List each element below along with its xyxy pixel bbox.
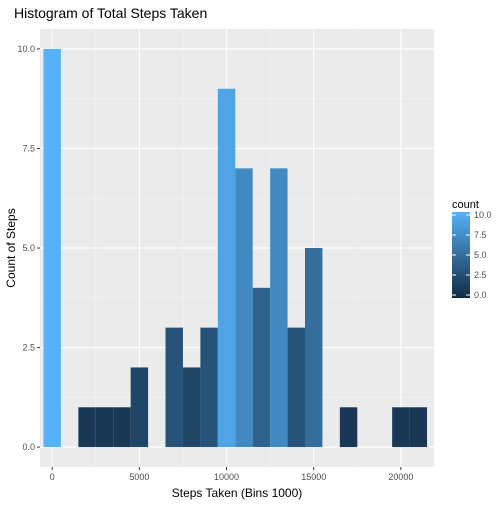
y-axis-label: Count of Steps: [4, 208, 18, 287]
y-tick-label: 5.0: [22, 243, 35, 253]
histogram-bar: [183, 367, 200, 447]
histogram-bar: [253, 288, 270, 447]
legend-tick-label: 0.0: [474, 290, 487, 300]
legend-tick-label: 10.0: [474, 210, 492, 220]
histogram-bar: [270, 168, 287, 447]
histogram-bar: [131, 367, 148, 447]
x-tick-label: 10000: [214, 472, 239, 482]
x-tick-label: 15000: [301, 472, 326, 482]
y-tick-label: 7.5: [22, 143, 35, 153]
histogram-bar: [200, 328, 217, 447]
histogram-bar: [235, 168, 252, 447]
histogram-bar: [43, 49, 60, 447]
legend-tick-label: 7.5: [474, 230, 487, 240]
histogram-bar: [410, 407, 427, 447]
x-tick-label: 20000: [388, 472, 413, 482]
histogram-bar: [78, 407, 95, 447]
x-axis: 0 5000 10000 15000 20000: [50, 467, 414, 482]
histogram-bar: [96, 407, 113, 447]
histogram-bar: [305, 248, 322, 447]
histogram-bar: [392, 407, 409, 447]
histogram-bar: [113, 407, 130, 447]
legend-tick-label: 2.5: [474, 270, 487, 280]
x-tick-label: 5000: [129, 472, 149, 482]
histogram-bar: [340, 407, 357, 447]
color-legend: count 0.02.55.07.510.0: [452, 199, 492, 300]
y-tick-label: 0.0: [22, 442, 35, 452]
chart-title: Histogram of Total Steps Taken: [14, 5, 207, 21]
histogram-bar: [288, 328, 305, 447]
legend-tick-label: 5.0: [474, 250, 487, 260]
x-axis-label: Steps Taken (Bins 1000): [172, 486, 303, 500]
y-axis: 0.0 2.5 5.0 7.5 10.0: [17, 44, 40, 452]
histogram-bar: [166, 328, 183, 447]
y-tick-label: 10.0: [17, 44, 35, 54]
x-tick-label: 0: [50, 472, 55, 482]
y-tick-label: 2.5: [22, 343, 35, 353]
histogram-bar: [218, 89, 235, 447]
